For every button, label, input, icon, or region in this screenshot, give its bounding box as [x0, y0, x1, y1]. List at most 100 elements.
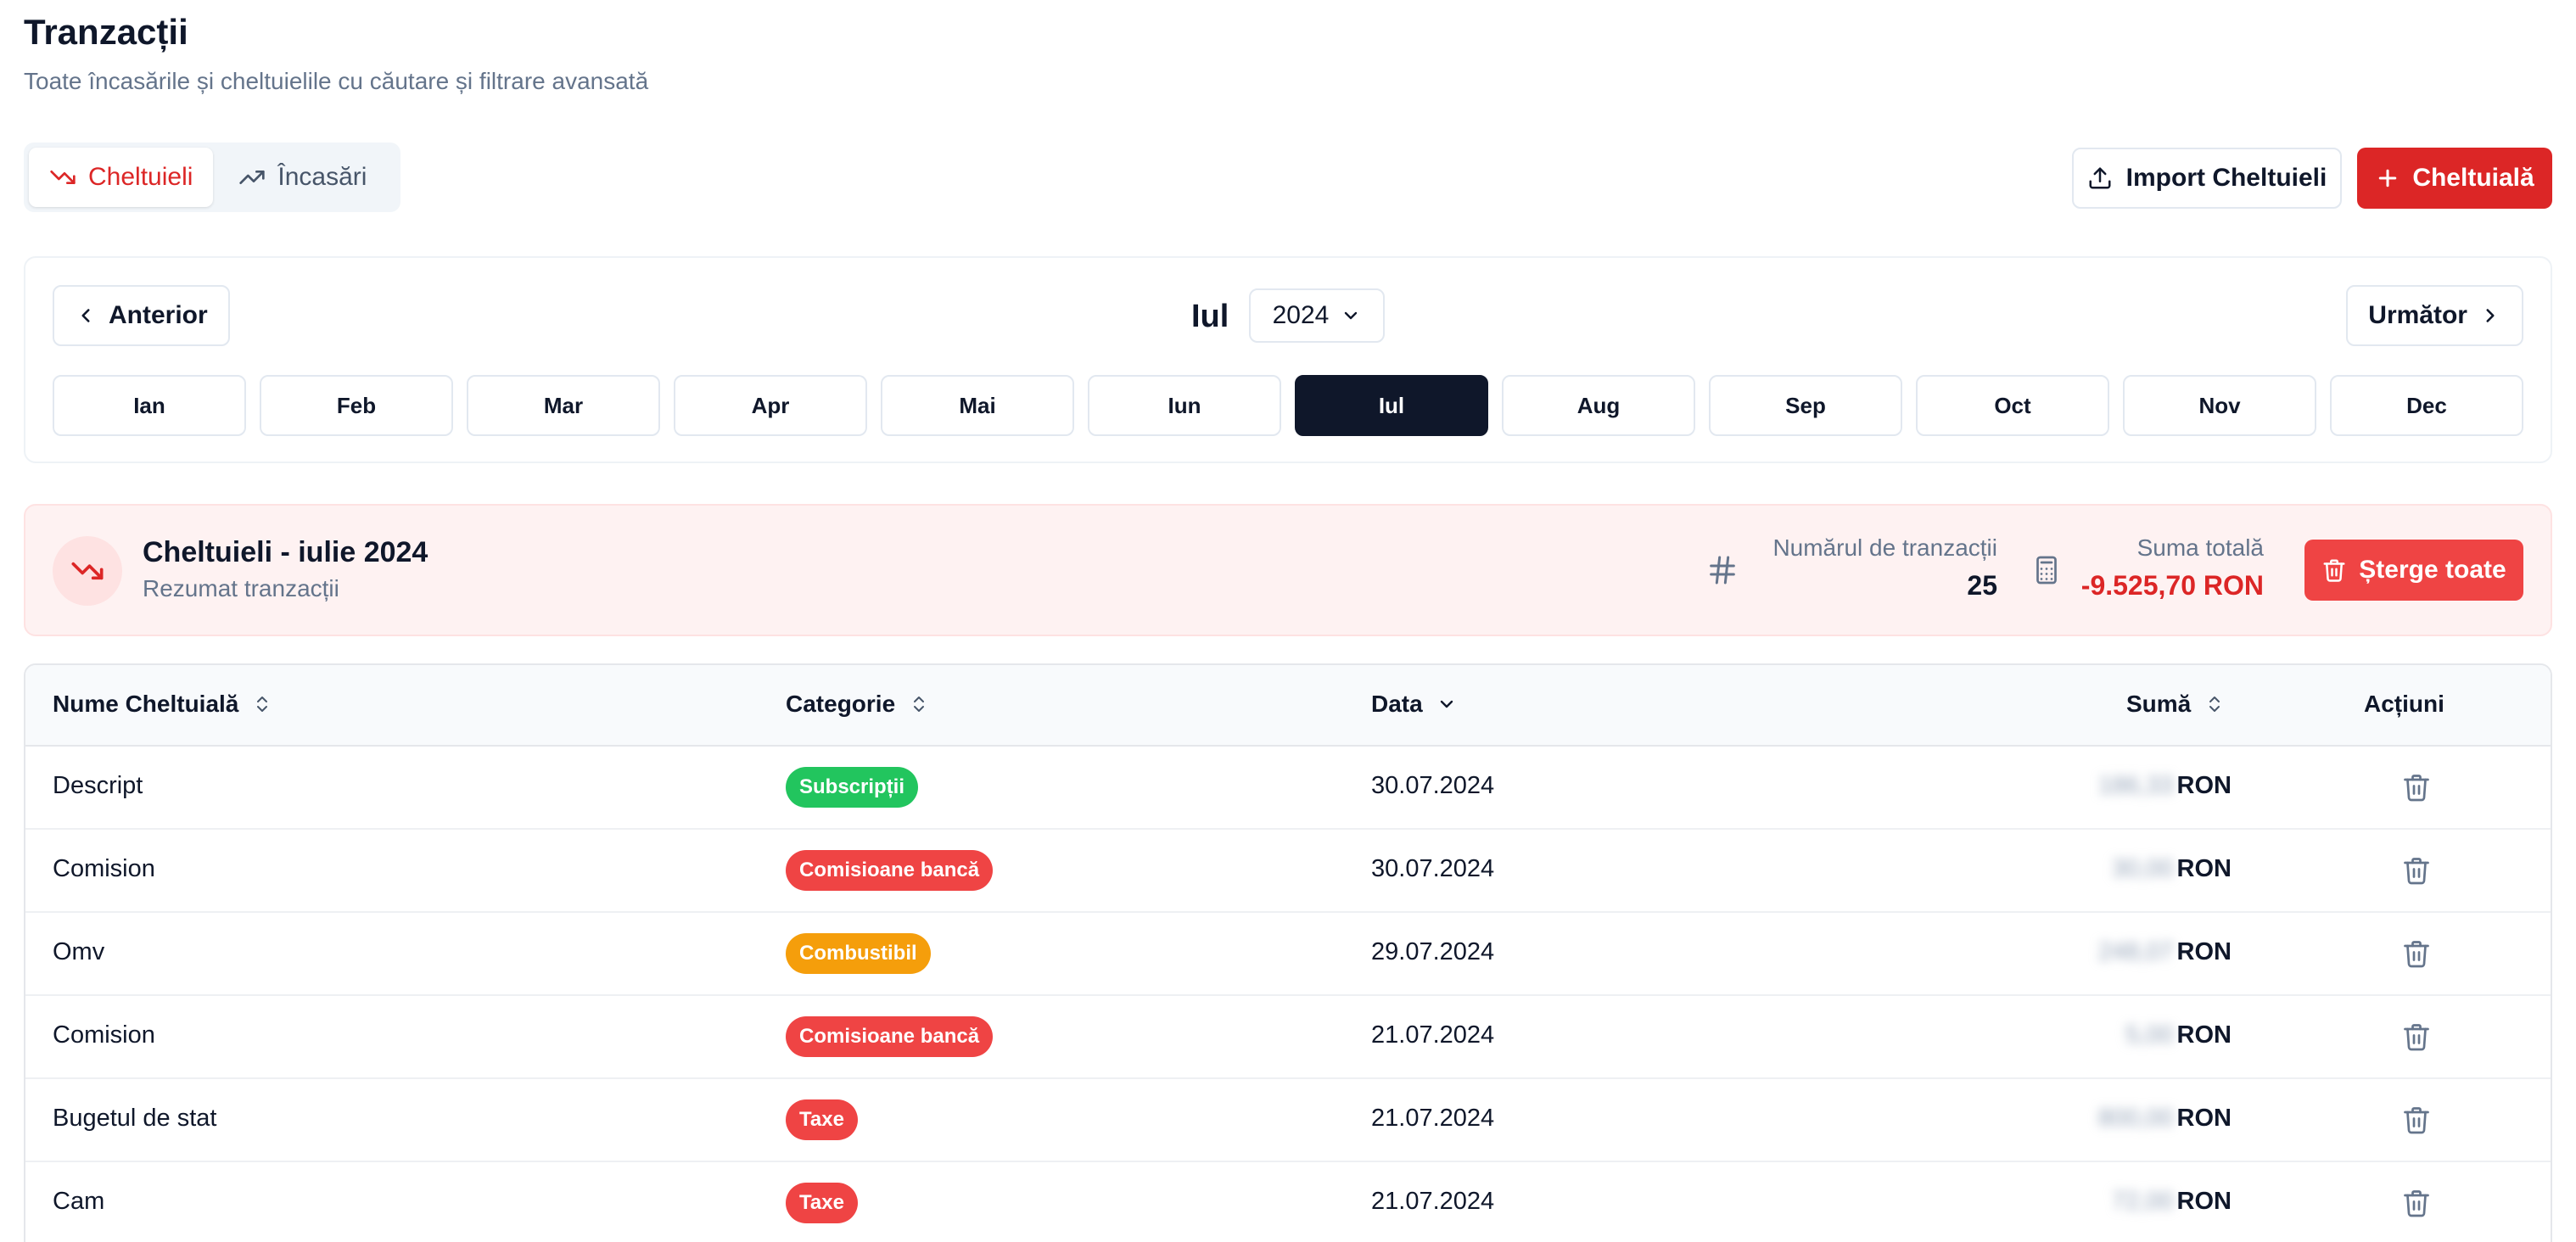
- delete-row-icon[interactable]: [2401, 855, 2432, 886]
- delete-row-icon[interactable]: [2401, 772, 2432, 803]
- chevron-down-icon: [1345, 311, 1358, 320]
- category-badge: Subscripții: [786, 767, 919, 808]
- row-amount: 72,00 RON: [2112, 1188, 2232, 1216]
- summary-icon-badge: [53, 536, 122, 606]
- trash-icon: [2323, 559, 2345, 582]
- column-header-name[interactable]: Nume Cheltuială: [53, 691, 272, 718]
- row-amount-blurred: 5,00: [2125, 1021, 2174, 1049]
- tab-expenses[interactable]: Cheltuieli: [29, 148, 214, 207]
- year-value: 2024: [1272, 301, 1330, 329]
- column-header-date[interactable]: Data: [1371, 691, 1457, 718]
- month-button-mar[interactable]: Mar: [467, 375, 660, 436]
- total-amount-label: Suma totală: [2136, 534, 2264, 561]
- import-expenses-button[interactable]: Import Cheltuieli: [2072, 148, 2342, 209]
- row-currency: RON: [2176, 855, 2232, 882]
- row-amount: 30,00 RON: [2112, 855, 2232, 883]
- column-header-actions-label: Acțiuni: [2364, 691, 2444, 717]
- transaction-count-label: Numărul de tranzacții: [1772, 534, 1997, 561]
- month-button-sep[interactable]: Sep: [1709, 375, 1902, 436]
- month-button-nov[interactable]: Nov: [2123, 375, 2316, 436]
- row-amount: 186,33 RON: [2098, 772, 2232, 800]
- tab-income-label: Încasări: [277, 163, 367, 191]
- sort-icon: [2209, 697, 2220, 712]
- column-header-amount[interactable]: Sumă: [2126, 691, 2225, 718]
- tab-income[interactable]: Încasări: [218, 148, 387, 207]
- month-button-apr[interactable]: Apr: [674, 375, 867, 436]
- table-row[interactable]: Omv Combustibil 29.07.2024 248,07 RON: [25, 913, 2551, 996]
- summary-card: Cheltuieli - iulie 2024 Rezumat tranzacț…: [24, 504, 2552, 636]
- row-date: 21.07.2024: [1371, 1105, 1495, 1132]
- current-month-label: Iul: [1191, 299, 1229, 334]
- summary-subtitle: Rezumat tranzacții: [143, 575, 339, 601]
- delete-all-button[interactable]: Șterge toate: [2304, 540, 2523, 601]
- table-row[interactable]: Comision Comisioane bancă 30.07.2024 30,…: [25, 830, 2551, 913]
- previous-month-button[interactable]: Anterior: [53, 285, 230, 346]
- month-button-jan[interactable]: Ian: [53, 375, 246, 436]
- delete-row-icon[interactable]: [2401, 1105, 2432, 1135]
- month-buttons: Ian Feb Mar Apr Mai Iun Iul Aug Sep Oct …: [53, 375, 2523, 436]
- page-subtitle: Toate încasările și cheltuielile cu căut…: [24, 68, 649, 94]
- row-currency: RON: [2176, 772, 2232, 799]
- delete-all-label: Șterge toate: [2359, 556, 2506, 584]
- month-button-may[interactable]: Mai: [881, 375, 1074, 436]
- category-badge: Taxe: [786, 1099, 858, 1140]
- upload-icon: [2089, 167, 2111, 189]
- tab-expenses-label: Cheltuieli: [88, 163, 193, 191]
- transaction-type-tabs: Cheltuieli Încasări: [24, 143, 400, 212]
- sort-icon: [914, 697, 925, 712]
- add-expense-button[interactable]: Cheltuială: [2357, 148, 2552, 209]
- row-amount-blurred: 248,07: [2097, 938, 2174, 965]
- import-expenses-label: Import Cheltuieli: [2125, 164, 2327, 192]
- row-currency: RON: [2176, 1021, 2232, 1049]
- summary-title: Cheltuieli - iulie 2024: [143, 536, 428, 568]
- delete-row-icon[interactable]: [2401, 1021, 2432, 1052]
- category-badge: Combustibil: [786, 933, 931, 974]
- trending-down-icon: [50, 171, 76, 184]
- row-amount-blurred: 72,00: [2111, 1188, 2174, 1215]
- sort-icon: [257, 697, 268, 712]
- transaction-count-value: 25: [1967, 570, 1997, 601]
- category-badge: Comisioane bancă: [786, 1016, 994, 1057]
- month-button-dec[interactable]: Dec: [2330, 375, 2523, 436]
- delete-row-icon[interactable]: [2401, 938, 2432, 969]
- month-button-feb[interactable]: Feb: [260, 375, 453, 436]
- column-header-category-label: Categorie: [786, 691, 896, 717]
- column-header-category[interactable]: Categorie: [786, 691, 929, 718]
- next-month-label: Următor: [2368, 301, 2467, 329]
- calculator-icon: [2036, 556, 2057, 585]
- row-date: 29.07.2024: [1371, 938, 1495, 965]
- month-button-oct[interactable]: Oct: [1916, 375, 2109, 436]
- row-date: 30.07.2024: [1371, 772, 1495, 799]
- row-name: Comision: [53, 855, 155, 882]
- month-button-aug[interactable]: Aug: [1502, 375, 1695, 436]
- table-row[interactable]: Cam Taxe 21.07.2024 72,00 RON: [25, 1162, 2551, 1242]
- table-row[interactable]: Descript Subscripții 30.07.2024 186,33 RO…: [25, 747, 2551, 830]
- row-currency: RON: [2176, 938, 2232, 965]
- table-row[interactable]: Bugetul de stat Taxe 21.07.2024 800,00 RO…: [25, 1079, 2551, 1162]
- row-amount: 5,00 RON: [2125, 1021, 2232, 1049]
- plus-icon: [2379, 169, 2397, 187]
- month-selector-card: Anterior Iul 2024 Următor Ian Feb Mar Ap…: [24, 256, 2552, 463]
- next-month-button[interactable]: Următor: [2346, 285, 2523, 346]
- row-currency: RON: [2176, 1105, 2232, 1132]
- row-amount-blurred: 800,00: [2097, 1105, 2174, 1132]
- category-badge: Comisioane bancă: [786, 850, 994, 891]
- row-date: 21.07.2024: [1371, 1021, 1495, 1049]
- page-title: Tranzacții: [24, 12, 188, 52]
- table-row[interactable]: Comision Comisioane bancă 21.07.2024 5,0…: [25, 996, 2551, 1079]
- row-name: Descript: [53, 772, 143, 799]
- chevron-right-icon: [2486, 309, 2495, 322]
- delete-row-icon[interactable]: [2401, 1188, 2432, 1218]
- column-header-date-label: Data: [1371, 691, 1423, 717]
- month-button-jul[interactable]: Iul: [1295, 375, 1488, 436]
- row-amount-blurred: 186,33: [2097, 772, 2174, 799]
- hash-icon: [1710, 556, 1735, 585]
- row-name: Bugetul de stat: [53, 1105, 217, 1132]
- category-badge: Taxe: [786, 1183, 858, 1223]
- add-expense-label: Cheltuială: [2412, 164, 2534, 192]
- chevron-down-icon: [1440, 700, 1453, 708]
- column-header-name-label: Nume Cheltuială: [53, 691, 239, 717]
- transactions-table: Nume Cheltuială Categorie Data Sumă Acți…: [24, 663, 2552, 1242]
- year-select[interactable]: 2024: [1249, 288, 1385, 343]
- month-button-jun[interactable]: Iun: [1088, 375, 1281, 436]
